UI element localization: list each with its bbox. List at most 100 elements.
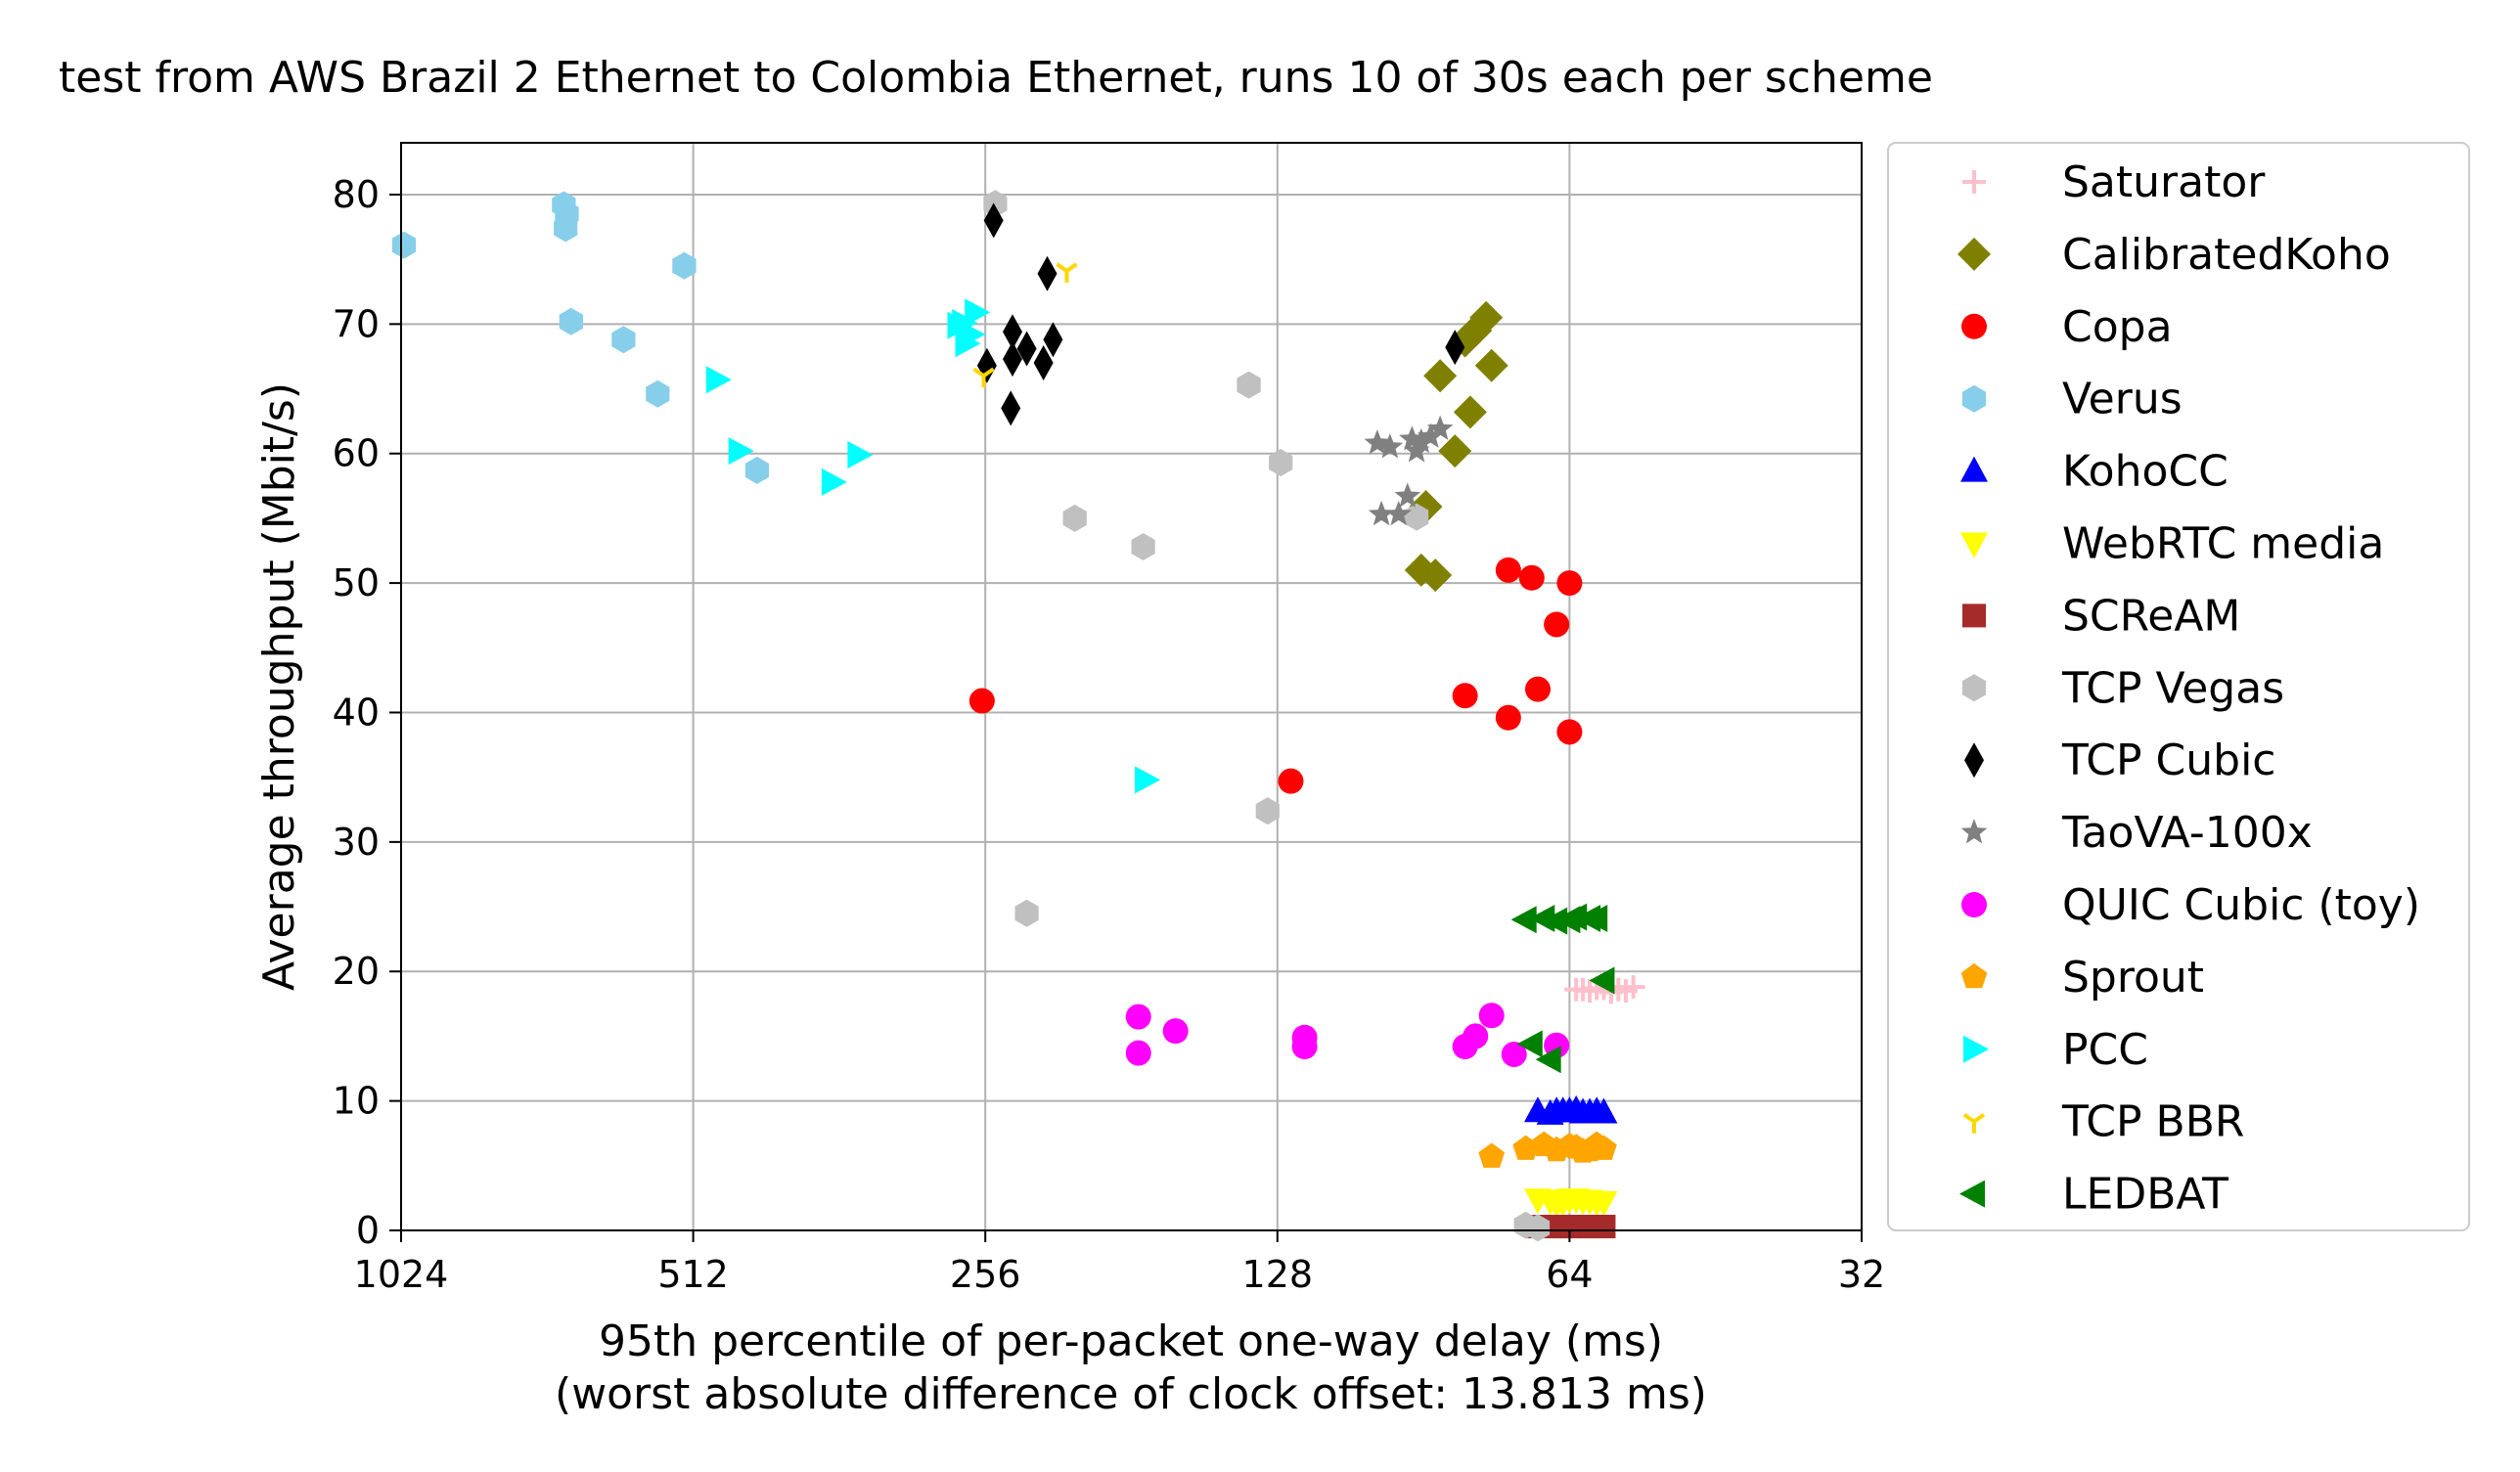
legend-marker [1963,1035,1989,1063]
data-point [646,379,670,408]
data-point [1535,1046,1561,1074]
data-point [1043,322,1063,358]
data-point [1162,1018,1189,1045]
legend-label: CalibratedKoho [2062,230,2391,280]
y-axis-label: Average throughput (Mbit/s) [254,382,304,991]
data-point [1569,1097,1598,1124]
data-point [1495,557,1521,583]
data-point [1003,341,1023,378]
data-point [976,347,997,383]
data-point [705,366,732,394]
x-tick-label: 64 [1546,1253,1593,1296]
x-axis-label: 95th percentile of per-packet one-way de… [599,1316,1663,1366]
legend-item: KohoCC [1960,447,2228,497]
data-point [1613,979,1638,1004]
legend-label: PCC [2062,1025,2148,1075]
data-point [1556,570,1583,597]
legend-marker [1962,1113,1986,1134]
legend-item: Sprout [1960,953,2204,1003]
data-point [1062,504,1087,532]
legend-item: Copa [1961,302,2173,352]
chart-title: test from AWS Brazil 2 Ethernet to Colom… [59,53,1933,103]
data-point [1554,906,1581,934]
data-point [1516,1030,1543,1058]
data-point [847,441,874,469]
data-point [672,251,697,280]
data-point [1368,500,1395,526]
series-4 [1523,1094,1618,1125]
x-tick-label: 1024 [354,1253,449,1296]
y-tick-label: 50 [333,561,380,604]
y-tick-label: 60 [333,432,380,475]
data-point [1001,390,1021,426]
series-3 [391,191,769,484]
legend-item: LEDBAT [1959,1170,2228,1220]
data-point [1555,1188,1584,1215]
x-axis-sublabel: (worst absolute difference of clock offs… [555,1369,1707,1419]
data-point [1408,427,1435,454]
legend-label: Saturator [2062,157,2266,207]
data-point [968,688,995,714]
data-point [1513,1211,1538,1239]
data-point [1524,676,1551,702]
legend-label: TCP Vegas [2061,663,2284,713]
data-point [1582,904,1608,932]
data-point [1495,704,1521,731]
legend-frame [1887,142,2470,1231]
data-point [1518,564,1545,591]
legend-item: SCReAM [1962,591,2240,641]
data-point [1585,1215,1609,1239]
data-point [1403,437,1430,463]
legend-label: KohoCC [2062,447,2228,497]
legend-marker [1961,384,1987,413]
legend-marker [1960,532,1988,558]
series-9 [1364,415,1454,526]
legend-marker [1961,892,1987,917]
data-point [1510,906,1537,934]
data-point [955,330,981,358]
legend-label: WebRTC media [2062,519,2384,569]
series-14 [1510,903,1615,1074]
data-point [1418,423,1444,448]
data-point [1452,1034,1478,1060]
legend-marker [1961,313,1987,339]
data-point [1556,719,1583,745]
legend-item: TCP BBR [1962,1097,2244,1147]
data-point [1278,768,1304,794]
data-point [1529,904,1555,932]
data-point [1131,533,1155,560]
legend-label: LEDBAT [2062,1170,2228,1220]
legend-label: TCP BBR [2061,1097,2244,1147]
legend-marker [1960,456,1988,482]
legend-label: Copa [2062,302,2173,352]
legend-marker [1958,237,1991,271]
series-10 [1125,1003,1570,1067]
data-point [1544,611,1570,638]
legend-item: QUIC Cubic (toy) [1961,880,2420,930]
legend-label: QUIC Cubic (toy) [2062,880,2420,930]
data-point [1016,331,1037,367]
data-point [1478,1142,1506,1168]
data-point [1056,262,1078,284]
legend-marker [1960,819,1988,844]
legend-marker [1961,674,1987,702]
legend-item: PCC [1963,1025,2148,1075]
data-point [391,231,417,259]
y-tick-label: 40 [333,691,380,734]
data-point [1376,433,1404,459]
series-2 [968,557,1583,794]
data-point [1549,1096,1577,1123]
legend-item: TaoVA-100x [1960,808,2313,858]
data-point [554,214,578,243]
data-point [1033,345,1054,381]
data-point [1576,1136,1603,1162]
data-point [983,190,1008,218]
data-point [1571,977,1596,1002]
legend-marker [1959,1180,1985,1208]
legend-marker [1964,742,1984,779]
data-point [972,367,995,388]
legend-item: TCP Vegas [1961,663,2284,713]
data-point [1452,683,1478,709]
data-point [744,456,769,484]
